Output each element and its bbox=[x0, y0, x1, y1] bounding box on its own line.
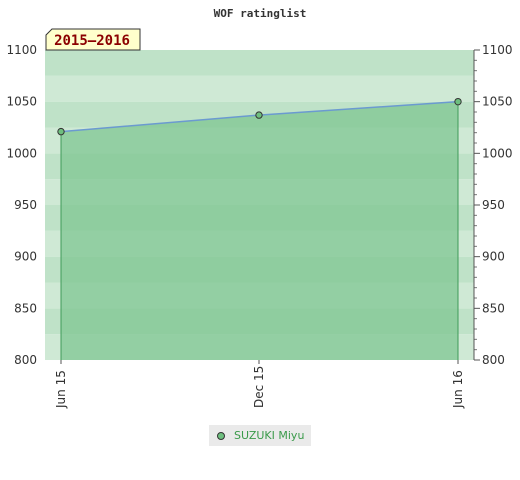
legend[interactable]: SUZUKI Miyu bbox=[209, 425, 311, 446]
data-point bbox=[255, 111, 263, 119]
y-tick-label-right: 850 bbox=[482, 301, 505, 315]
y-tick-label-left: 850 bbox=[14, 301, 37, 315]
grid-band bbox=[45, 50, 474, 76]
data-point bbox=[454, 97, 462, 106]
y-tick-label-right: 1100 bbox=[482, 43, 513, 57]
season-label-text: 2015–2016 bbox=[54, 33, 130, 49]
season-label: 2015–2016 bbox=[45, 28, 141, 51]
x-axis: Jun 15 Dec 15 Jun 16 bbox=[54, 360, 465, 409]
series-area-fill bbox=[61, 101, 458, 361]
grid-band bbox=[45, 75, 474, 102]
y-tick-label-left: 1100 bbox=[6, 43, 37, 57]
legend-marker bbox=[217, 431, 225, 440]
series-markers bbox=[57, 97, 462, 136]
y-tick-label-right: 900 bbox=[482, 250, 505, 264]
x-tick-label: Jun 16 bbox=[451, 370, 465, 409]
data-point bbox=[57, 127, 65, 136]
drop-lines bbox=[60, 101, 459, 360]
y-tick-label-left: 900 bbox=[14, 250, 37, 264]
right-y-axis: 800 850 900 950 1000 1050 1100 bbox=[474, 43, 513, 367]
x-tick-label: Dec 15 bbox=[252, 366, 266, 408]
y-tick-label-right: 1050 bbox=[482, 95, 513, 109]
left-y-axis: 800 850 900 950 1000 1050 1100 bbox=[6, 43, 37, 367]
x-tick-label: Jun 15 bbox=[54, 370, 68, 409]
y-tick-label-left: 800 bbox=[14, 353, 37, 367]
y-tick-label-right: 800 bbox=[482, 353, 505, 367]
y-tick-label-right: 1000 bbox=[482, 146, 513, 160]
chart-title: WOF ratinglist bbox=[214, 7, 307, 20]
y-tick-label-right: 950 bbox=[482, 198, 505, 212]
y-tick-label-left: 950 bbox=[14, 198, 37, 212]
y-tick-label-left: 1000 bbox=[6, 146, 37, 160]
legend-series-label: SUZUKI Miyu bbox=[234, 429, 305, 442]
y-tick-label-left: 1050 bbox=[6, 95, 37, 109]
